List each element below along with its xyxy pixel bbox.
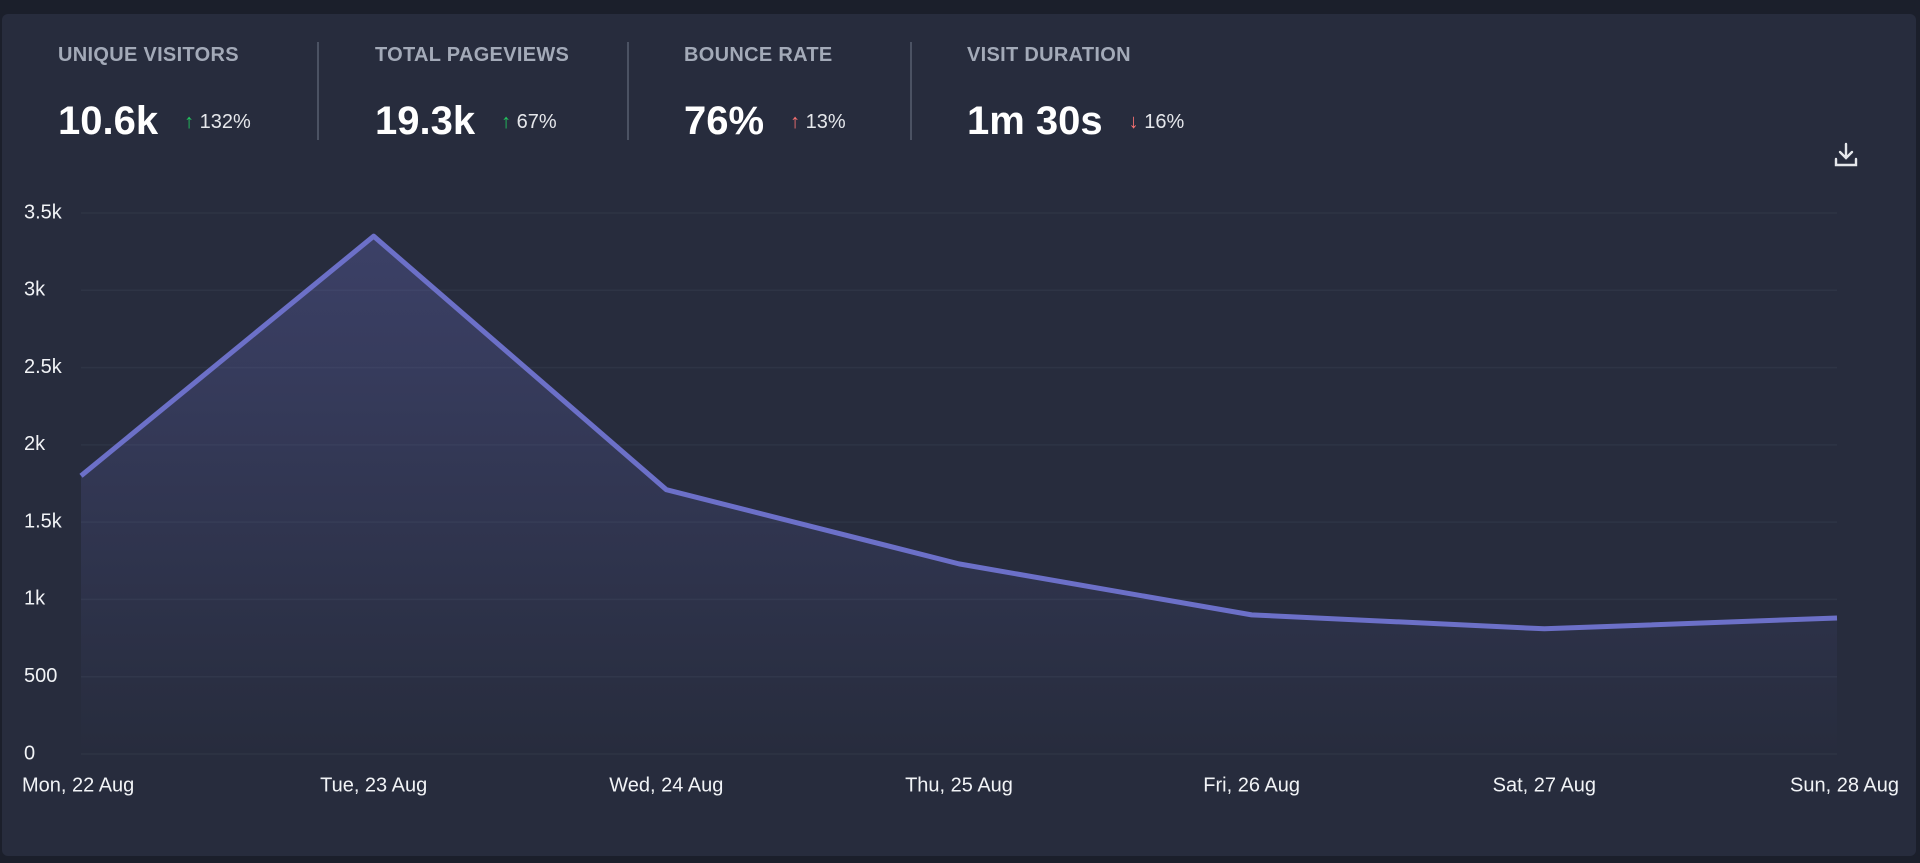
y-tick-label: 3.5k (24, 201, 63, 223)
stat-label: VISIT DURATION (967, 44, 1131, 66)
trend-arrow: ↓ (1128, 111, 1145, 133)
dashboard-panel: UNIQUE VISITORS 10.6k ↑ 132% TOTAL PAGEVIEW… (2, 14, 1916, 856)
trend-arrow: ↑ (790, 111, 806, 133)
stat-value: 19.3k (375, 99, 476, 143)
y-tick-label: 1.5k (24, 510, 63, 532)
stat-change: ↓ 16% (1129, 111, 1185, 133)
divider (627, 42, 629, 140)
stat-label: UNIQUE VISITORS (58, 44, 239, 66)
stat: BOUNCE RATE 76% ↑ 13% (684, 44, 846, 154)
line (79, 233, 1838, 632)
x-tick-label: Fri, 26 Aug (1203, 774, 1300, 796)
y-tick-label: 2.5k (24, 356, 63, 378)
x-tick-label: Mon, 22 Aug (22, 774, 134, 796)
y-tick-label: 1k (24, 588, 46, 610)
stat-value: 76% (684, 99, 765, 143)
area (81, 236, 1837, 754)
download-button[interactable] (1834, 142, 1858, 167)
stat: VISIT DURATION 1m 30s ↓ 16% (967, 44, 1184, 154)
change-value: 13% (805, 111, 846, 133)
stat: TOTAL PAGEVIEWS 19.3k ↑ 67% (375, 44, 569, 154)
change-value: 16% (1144, 111, 1185, 133)
chart: 0 500 1k 1.5k 2k 2.5k 3k 3.5k Mon, 22 Aug Tue, 23… (22, 142, 1899, 796)
y-tick-label: 3k (24, 279, 46, 301)
stat-value: 10.6k (58, 99, 159, 143)
stat-label: BOUNCE RATE (684, 44, 833, 66)
trend-arrow: ↑ (184, 111, 200, 133)
stat-change: ↑ 13% (790, 111, 846, 133)
stat-value: 1m 30s (967, 99, 1103, 143)
stat: UNIQUE VISITORS 10.6k ↑ 132% (58, 44, 251, 154)
stat-change: ↑ 132% (184, 111, 251, 133)
x-tick-label: Sat, 27 Aug (1493, 774, 1596, 796)
change-value: 132% (199, 111, 251, 133)
change-value: 67% (516, 111, 557, 133)
y-tick-label: 500 (24, 665, 57, 687)
y-tick-label: 2k (24, 433, 46, 455)
stat-change: ↑ 67% (501, 111, 557, 133)
y-tick-label: 0 (24, 742, 35, 764)
stat-label: TOTAL PAGEVIEWS (375, 44, 570, 66)
x-tick-label: Sun, 28 Aug (1790, 774, 1899, 796)
x-tick-label: Wed, 24 Aug (609, 774, 723, 796)
x-tick-label: Thu, 25 Aug (905, 774, 1013, 796)
divider (317, 42, 319, 140)
x-tick-label: Tue, 23 Aug (320, 774, 427, 796)
divider (910, 42, 912, 140)
trend-arrow: ↑ (501, 111, 517, 133)
